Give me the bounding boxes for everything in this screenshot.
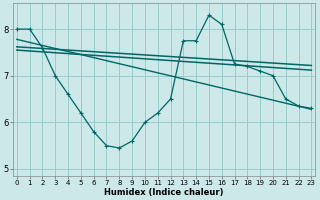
X-axis label: Humidex (Indice chaleur): Humidex (Indice chaleur) <box>104 188 224 197</box>
